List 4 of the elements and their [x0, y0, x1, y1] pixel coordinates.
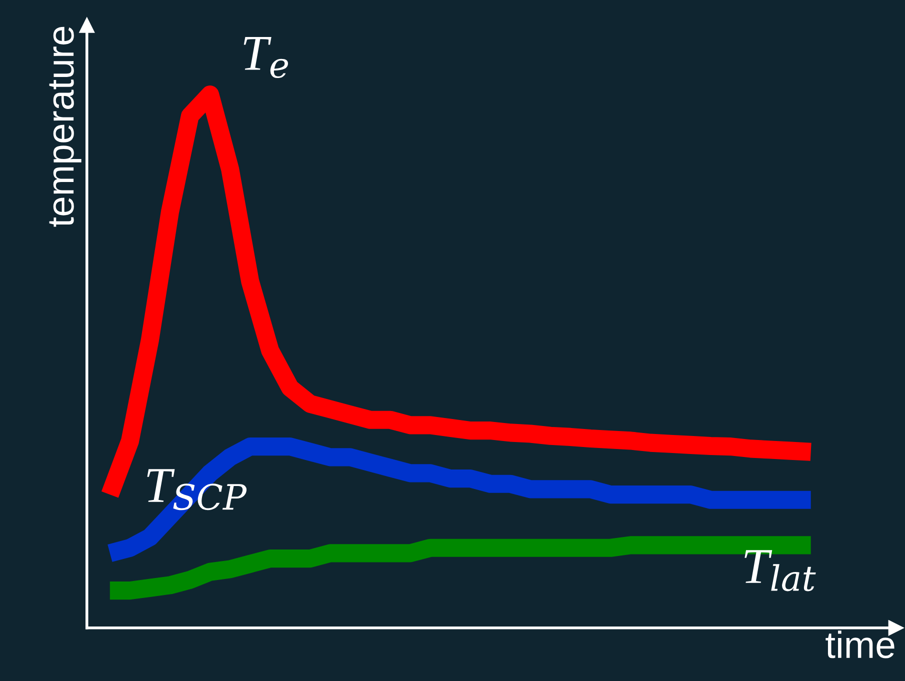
- y-axis-title: temperature: [49, 26, 82, 227]
- series-label: T$_{e}$: [244, 36, 288, 78]
- x-axis-title: time: [826, 630, 894, 658]
- series-label: T$_{lat}$: [744, 550, 816, 592]
